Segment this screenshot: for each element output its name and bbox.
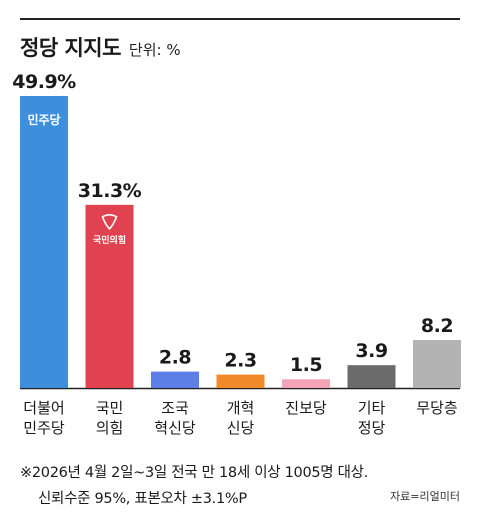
footnote: ※2026년 4월 2일~3일 전국 만 18세 이상 1005명 대상. 신뢰… xyxy=(20,460,368,512)
top-rule xyxy=(20,18,460,20)
source-credit: 자료=리얼미터 xyxy=(390,490,460,503)
category-label-1: 국민 의힘 xyxy=(95,399,124,437)
value-label-6: 8.2 xyxy=(421,315,453,337)
category-label-3: 개혁 신당 xyxy=(226,399,255,437)
category-label-6: 무당층 xyxy=(416,399,458,417)
value-label-2: 2.8 xyxy=(159,347,191,369)
bar-logo-text-0: 민주당 xyxy=(27,112,60,127)
value-label-5: 3.9 xyxy=(355,340,387,362)
chart-title: 정당 지지도 xyxy=(20,36,121,60)
bar-3 xyxy=(216,374,265,388)
category-label-5: 기타 정당 xyxy=(357,399,386,437)
bar-6 xyxy=(413,340,461,388)
footnote-line-1: ※2026년 4월 2일~3일 전국 만 18세 이상 1005명 대상. xyxy=(20,465,369,481)
category-label-0: 더불어 민주당 xyxy=(23,399,65,437)
bar-logo-text-1: 국민의힘 xyxy=(93,234,126,246)
bar-0 xyxy=(20,96,68,388)
bar-1 xyxy=(85,204,134,388)
category-label-2: 조국 혁신당 xyxy=(154,399,196,437)
category-label-4: 진보당 xyxy=(285,399,327,417)
value-label-0: 49.9% xyxy=(12,71,76,93)
footnote-line-2: 신뢰수준 95%, 표본오차 ±3.1%P xyxy=(38,491,247,507)
bar-2 xyxy=(151,371,199,388)
chart-header: 정당 지지도 단위: % xyxy=(20,32,181,62)
value-label-1: 31.3% xyxy=(78,180,142,202)
value-label-4: 1.5 xyxy=(290,354,322,376)
party-logo-icon xyxy=(101,214,118,230)
value-label-3: 2.3 xyxy=(224,350,256,372)
unit-label: 단위: % xyxy=(128,41,181,59)
bar-4 xyxy=(282,379,330,388)
bar-5 xyxy=(347,365,396,388)
